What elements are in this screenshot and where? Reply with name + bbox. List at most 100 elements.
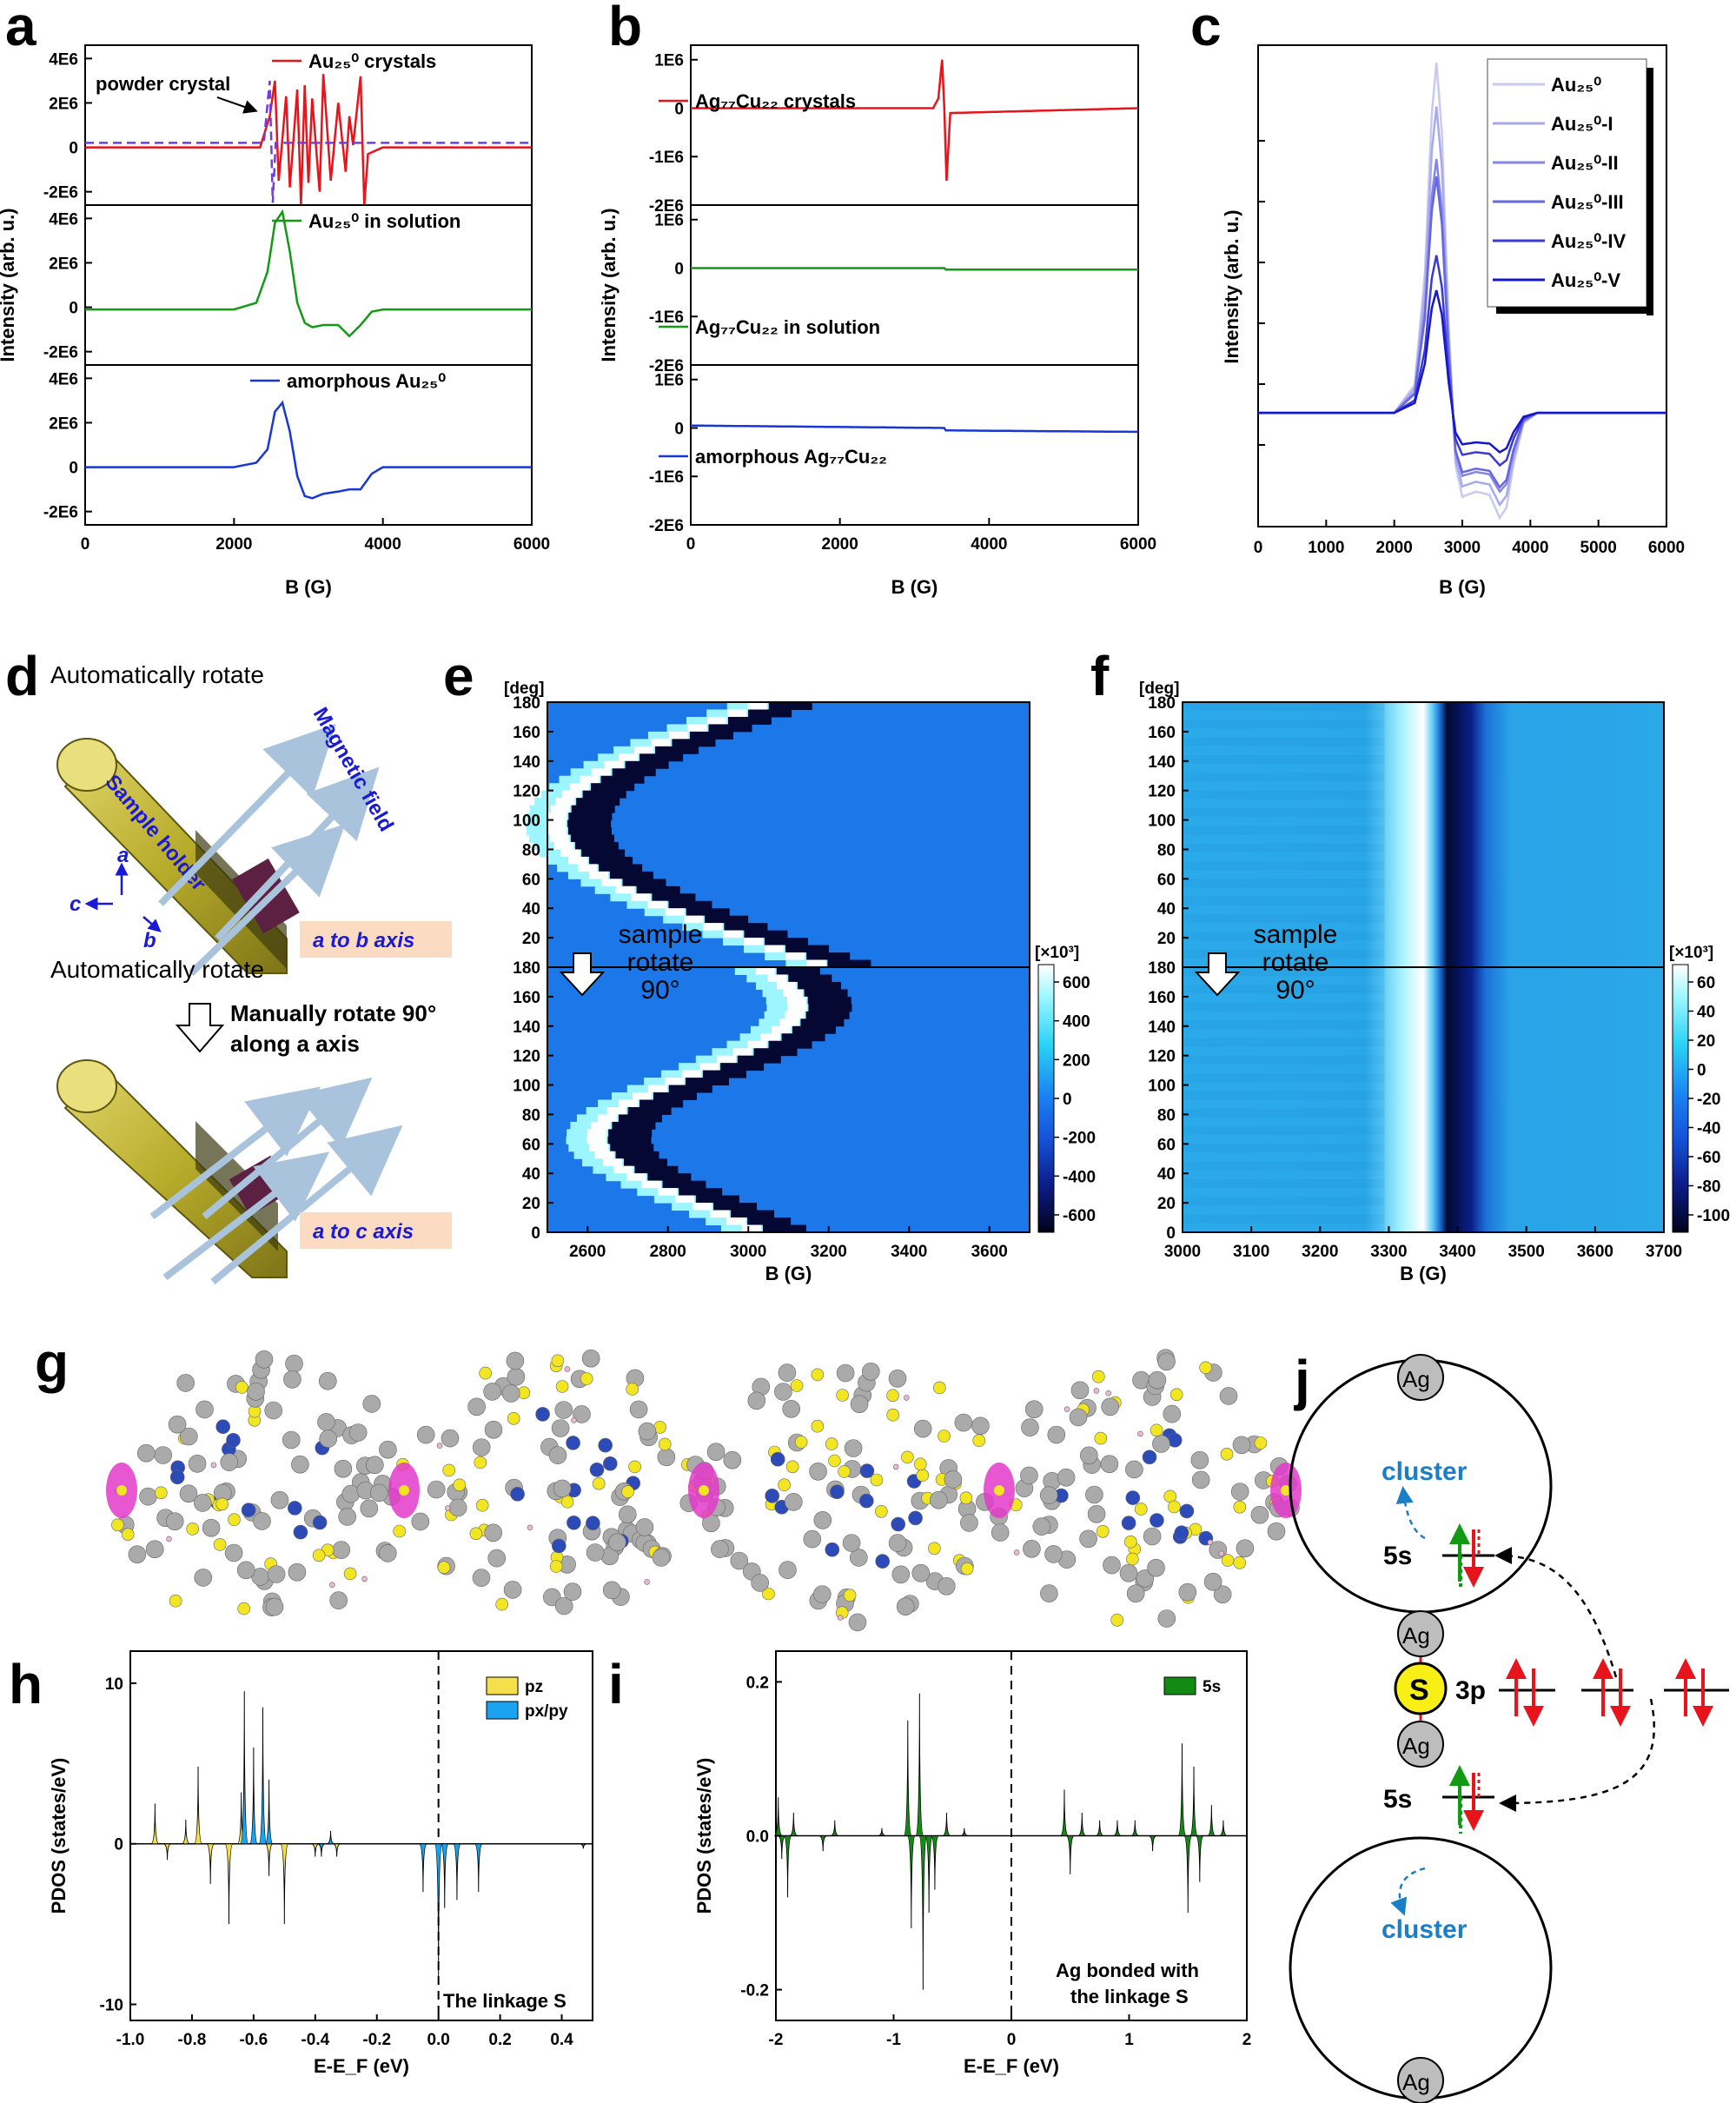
cluster-1-atom-57 xyxy=(549,1560,563,1573)
panel-c-xtick-label-3: 3000 xyxy=(1444,539,1481,557)
panel-e-band-white-1-13 xyxy=(699,1063,719,1071)
panel-b-subplot-2-frame xyxy=(690,364,1139,526)
linkage-s-atom-3 xyxy=(994,1485,1004,1496)
cluster-2-atom-5 xyxy=(811,1368,825,1382)
panel-e-colorbar xyxy=(1037,964,1055,1233)
panel-e-band-dark-1-33 xyxy=(731,1210,775,1218)
panel-c-xlabel: B (G) xyxy=(1439,576,1486,598)
cluster-0-atom-82 xyxy=(213,1538,227,1551)
cluster-1-atom-51 xyxy=(483,1383,501,1401)
cluster-2-atom-24 xyxy=(849,1549,868,1567)
panel-e-band-dark-0-11 xyxy=(591,783,635,792)
panel-e-band-dark-0-27 xyxy=(668,900,712,909)
panel-e-band-dark-1-16 xyxy=(668,1085,712,1093)
cluster-3-atom-56 xyxy=(1142,1450,1157,1465)
cluster-0-atom-43 xyxy=(293,1524,308,1540)
panel-b-ytick-label-2-1: 0 xyxy=(674,420,684,438)
panel-e-cbtick-label-1: 400 xyxy=(1063,1013,1090,1032)
cluster-2-atom-63 xyxy=(960,1514,978,1532)
panel-e-band-white-0-16 xyxy=(547,819,567,828)
cluster-2-atom-106 xyxy=(891,1516,905,1532)
panel-e-band-dark-0-32 xyxy=(765,938,809,946)
panel-e-band-dark-0-10 xyxy=(600,775,645,784)
panel-e-band-white-0-32 xyxy=(744,938,764,946)
panel-e-band-dark-1-32 xyxy=(713,1203,758,1211)
cluster-0-atom-98 xyxy=(255,1350,274,1369)
panel-f-cbtick-label-0: 60 xyxy=(1697,974,1715,992)
panel-e-ytick-bottom-label-3: 120 xyxy=(513,1048,540,1066)
panel-i-peak-0-11 xyxy=(924,1835,934,1914)
panel-e-band-dark-0-19 xyxy=(574,841,619,850)
panel-i-peak-0-6 xyxy=(878,1828,886,1836)
panel-e-band-white-0-19 xyxy=(553,841,573,850)
panel-h-annotation: The linkage S xyxy=(443,1990,567,2012)
cluster-2-atom-86 xyxy=(886,1389,899,1403)
cluster-3-atom-66 xyxy=(1040,1584,1058,1602)
panel-h-frame xyxy=(129,1650,593,2021)
cluster-0-atom-84 xyxy=(362,1395,381,1413)
panel-h-peak-0-9 xyxy=(280,1843,289,1925)
panel-a-ytick-label-1-2: 0 xyxy=(69,300,78,318)
cluster-2-atom-44 xyxy=(836,1389,849,1402)
panel-f-noise-row-54 xyxy=(1183,1179,1385,1189)
panel-a-subplot-2-frame xyxy=(84,364,533,526)
panel-b-xlabel: B (G) xyxy=(891,576,938,598)
panel-b-ytick-label-2-2: -1E6 xyxy=(649,468,684,487)
panel-f-xtick-label-4: 3400 xyxy=(1439,1243,1475,1261)
cluster-1-atom-83 xyxy=(506,1351,525,1370)
cluster-3-atom-45 xyxy=(1168,1500,1181,1514)
panel-e-band-white-1-35 xyxy=(741,1224,761,1233)
panel-h-peak-1-6 xyxy=(419,1843,427,1893)
cluster-2-atom-11 xyxy=(730,1551,749,1570)
panel-f-xtick-label-2: 3200 xyxy=(1302,1243,1338,1261)
panel-f-noise-row-15 xyxy=(1183,834,1385,844)
cluster-2-atom-67 xyxy=(711,1540,729,1558)
panel-e-band-white-0-11 xyxy=(570,783,590,792)
panel-e-xtick-label-4: 3400 xyxy=(891,1243,927,1261)
cluster-0-atom-64 xyxy=(338,1508,357,1526)
axis-a-label: a xyxy=(117,844,129,867)
panel-a-ytick-label-1-3: -2E6 xyxy=(43,344,78,362)
panel-e-band-white-0-9 xyxy=(591,768,611,777)
panel-e-band-dark-0-35 xyxy=(827,959,871,968)
panel-e-ytick-bottom-label-5: 80 xyxy=(522,1106,540,1124)
cluster-3-atom-46 xyxy=(1191,1470,1210,1489)
cluster-1-atom-100 xyxy=(487,1549,507,1568)
cluster-0-atom-0 xyxy=(139,1487,157,1506)
cluster-3-atom-25 xyxy=(1143,1527,1162,1546)
cluster-1-atom-81 xyxy=(551,1354,565,1368)
cluster-1-atom-79 xyxy=(580,1372,593,1385)
panel-c-xtick-label-4: 4000 xyxy=(1512,539,1548,557)
panel-e-cbtick-label-5: -400 xyxy=(1063,1168,1096,1186)
panel-e-ytick-bottom-label-4: 100 xyxy=(513,1078,540,1096)
cluster-0-atom-105 xyxy=(224,1543,243,1562)
panel-e-ytick-bottom-label-7: 40 xyxy=(522,1165,540,1184)
panel-i-peak-0-15 xyxy=(1059,1789,1069,1836)
cluster-0-atom-100 xyxy=(319,1430,338,1448)
panel-h-xtick-label-7: 0.4 xyxy=(550,2031,573,2049)
panel-a-ytick-label-0-2: 0 xyxy=(69,140,78,158)
cluster-1-atom-5 xyxy=(503,1581,522,1599)
panel-b-xtick-label-3: 6000 xyxy=(1120,535,1156,554)
panel-e-xtick-label-0: 2600 xyxy=(569,1243,606,1261)
panel-c-xtick-label-2: 2000 xyxy=(1376,539,1413,557)
cluster-0-atom-109 xyxy=(369,1483,388,1503)
panel-h-peak-0-4 xyxy=(206,1843,215,1884)
cluster-0-atom-44 xyxy=(220,1453,239,1471)
cluster-0-atom-79 xyxy=(267,1565,286,1583)
cluster-3-atom-44 xyxy=(1207,1539,1214,1546)
panel-f-noise-row-11 xyxy=(1183,799,1385,808)
panel-e-band-dark-0-30 xyxy=(724,923,768,932)
panel-e-ytick-top-label-6: 60 xyxy=(522,871,540,889)
cluster-3-atom-70 xyxy=(1219,1387,1238,1405)
panel-e-band-dark-0-24 xyxy=(622,879,666,887)
panel-e-band-dark-1-34 xyxy=(747,1217,792,1226)
cluster-1-atom-65 xyxy=(581,1349,600,1368)
cluster-0-atom-60 xyxy=(215,1497,229,1511)
panel-e-band-white-1-6 xyxy=(785,1011,805,1019)
cluster-3-atom-80 xyxy=(1218,1550,1225,1556)
cluster-2-atom-19 xyxy=(844,1439,863,1457)
panel-e-band-dark-0-3 xyxy=(708,724,752,733)
sample-holder-top-end xyxy=(56,738,117,792)
